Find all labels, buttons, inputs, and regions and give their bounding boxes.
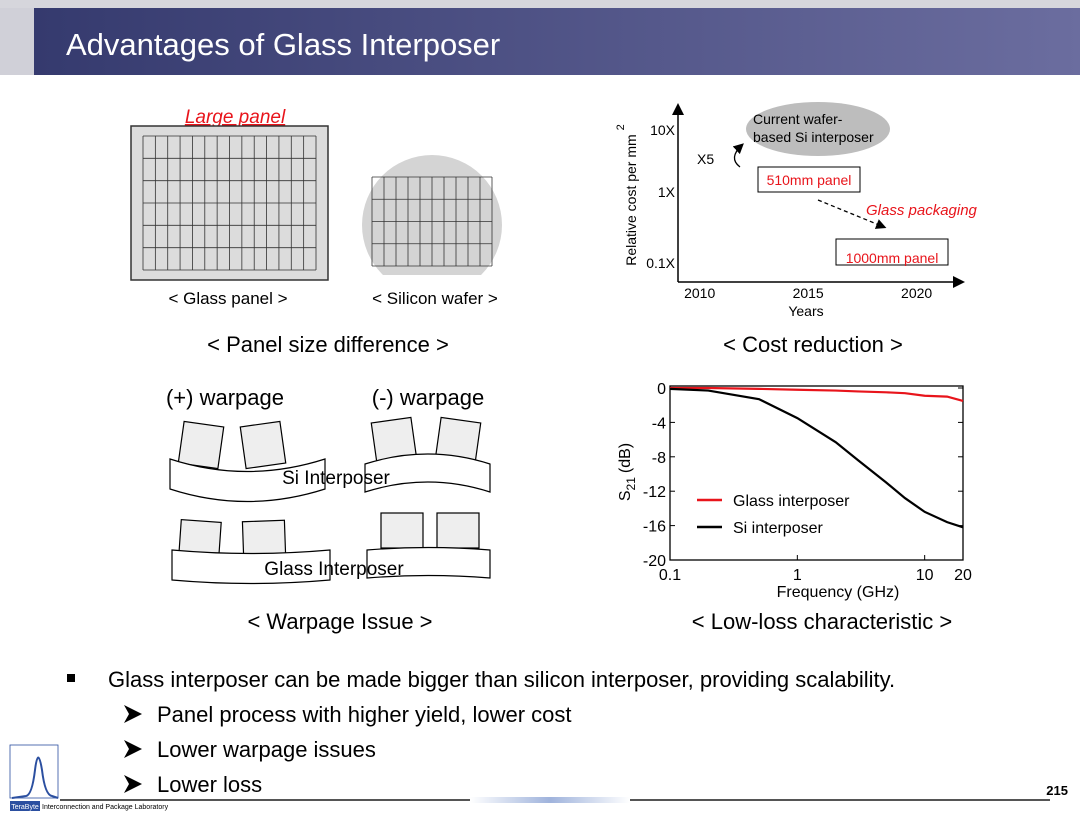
current-label: Current wafer-: [753, 111, 843, 127]
y-tick-label: 10X: [650, 122, 676, 138]
sub-bullet: Lower loss: [157, 772, 262, 797]
y-tick-label: -4: [652, 415, 666, 432]
footer-highlight: [470, 797, 630, 803]
panel-1000-label: 1000mm panel: [846, 250, 939, 266]
y-axis-label-main: S: [617, 490, 634, 501]
panel-510-label: 510mm panel: [767, 172, 852, 188]
glass-interposer-positive: [171, 549, 331, 585]
sub-bullets: Panel process with higher yield, lower c…: [124, 702, 572, 797]
panel-grid: [142, 135, 317, 271]
bullet: [67, 674, 75, 682]
trend-arrow: [817, 199, 887, 229]
glass-interposer-label: Glass Interposer: [264, 559, 404, 580]
x-tick-label: 2020: [901, 285, 932, 301]
wafer-cost-ellipse: [746, 102, 890, 156]
arrow-bullet: [124, 705, 142, 723]
caption: < Warpage Issue >: [247, 609, 432, 634]
x-tick-label: 2010: [684, 285, 715, 301]
y-axis-label-sup: 2: [615, 124, 627, 130]
y-axis-label: S21 (dB): [617, 443, 638, 501]
current-label: based Si interposer: [753, 129, 874, 145]
legend-label: Si interposer: [733, 520, 823, 537]
legend-label: Glass interposer: [733, 493, 850, 510]
header-tab: [0, 8, 34, 75]
y-tick-label: 1X: [658, 184, 676, 200]
positive-warpage: (+) warpage: [166, 385, 284, 410]
y-axis-label-text: Relative cost per mm: [623, 134, 639, 265]
sub-bullet: Lower warpage issues: [157, 737, 376, 762]
x-tick-label: 0.1: [659, 567, 681, 584]
chip: [241, 519, 287, 558]
header-bar: [34, 8, 1080, 75]
top-strip: [0, 0, 1080, 8]
glass-panel-label: < Glass panel >: [168, 289, 287, 308]
si-interposer-negative: [364, 453, 491, 493]
lab-short: TeraByte: [11, 804, 39, 811]
loss-chart: 0 -4 -8 -12 -16 -200.1 1 10 20 Glass interposer Si…: [643, 381, 972, 584]
x-tick-label: 10: [916, 567, 934, 584]
si-interposer-label: Si Interposer: [282, 468, 390, 489]
y-axis-label: Relative cost per mm 2: [615, 124, 639, 266]
plot-frame: [669, 385, 964, 561]
ratio-label: X5: [697, 151, 714, 167]
glass-interposer-negative: [366, 546, 491, 579]
chip: [239, 420, 287, 470]
silicon-wafer-label: < Silicon wafer >: [372, 289, 498, 308]
series-line: [670, 386, 964, 402]
y-tick-label: -8: [652, 450, 666, 467]
y-axis-label-sub: 21: [624, 477, 638, 491]
bullet-main: Glass interposer can be made bigger than…: [108, 667, 895, 692]
y-tick-label: -12: [643, 484, 666, 501]
chip: [177, 420, 225, 470]
caption: < Cost reduction >: [723, 332, 903, 357]
x-axis-label: Frequency (GHz): [777, 584, 900, 601]
y-tick-label: -16: [643, 519, 666, 536]
ratio-arrow: [732, 143, 744, 168]
chip: [436, 512, 480, 549]
panel-510-box: [757, 166, 861, 193]
warpage-drawings: [169, 416, 491, 585]
large-panel-label: Large panel: [185, 107, 286, 128]
title: Advantages of Glass Interposer: [66, 27, 500, 62]
glass-packaging-label: Glass packaging: [866, 202, 978, 219]
cost-x-ticks: 2010 2015 2020: [684, 285, 932, 301]
caption: < Panel size difference >: [207, 332, 449, 357]
logo-tag: [10, 801, 40, 811]
y-tick-label: 0: [657, 381, 666, 398]
series-line: [669, 387, 964, 529]
y-axis-label-unit: (dB): [617, 443, 634, 473]
x-tick-label: 2015: [793, 285, 824, 301]
arrow-bullet: [124, 775, 142, 793]
y-tick-label: -20: [643, 553, 666, 570]
arrow-bullet: [124, 740, 142, 758]
negative-warpage: (-) warpage: [372, 385, 484, 410]
logo-curve: [11, 756, 59, 799]
caption: < Low-loss characteristic >: [692, 609, 952, 634]
si-interposer-positive: [169, 458, 326, 503]
page-number: 215: [1046, 783, 1068, 798]
lab-name: Interconnection and Package Laboratory: [42, 804, 169, 811]
panel-1000-box: [835, 238, 949, 266]
x-tick-label: 1: [793, 567, 802, 584]
chip: [380, 512, 424, 549]
x-axis-label: Years: [788, 303, 823, 319]
y-tick-label: 0.1X: [646, 255, 675, 271]
logo-frame: [9, 744, 59, 799]
sub-bullet: Panel process with higher yield, lower c…: [157, 702, 572, 727]
x-tick-label: 20: [954, 567, 972, 584]
wafer-grid: [371, 176, 493, 267]
